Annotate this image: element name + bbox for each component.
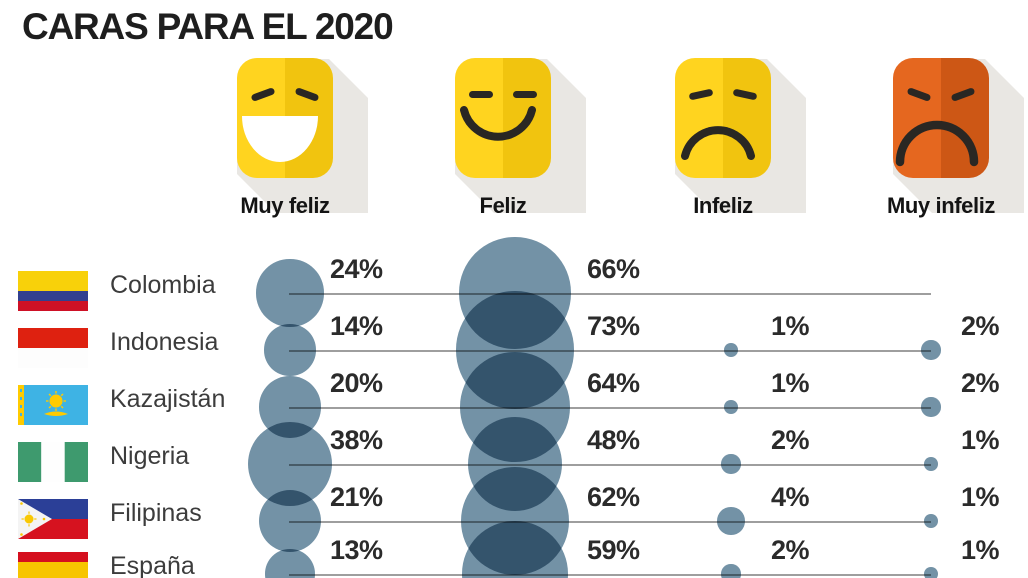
bubble-muy-feliz-colombia xyxy=(256,259,324,327)
flag-spain xyxy=(18,552,88,578)
bubble-infeliz-kazajistan xyxy=(724,400,738,414)
bubble-muy-infeliz-nigeria xyxy=(924,457,938,471)
value-infeliz-kazajistan: 1% xyxy=(770,368,810,398)
bubble-muy-infeliz-espana xyxy=(924,567,938,578)
row-line-nigeria xyxy=(289,464,931,466)
legend-label-feliz: Feliz xyxy=(479,193,527,218)
country-label-espana: España xyxy=(110,552,195,578)
value-muy-feliz-colombia: 24% xyxy=(330,254,383,284)
bubble-muy-feliz-espana xyxy=(265,549,315,578)
bubble-muy-infeliz-indonesia xyxy=(921,340,941,360)
legend-label-muy-infeliz: Muy infeliz xyxy=(886,193,996,218)
value-muy-infeliz-nigeria: 1% xyxy=(960,425,1000,455)
country-label-kazajistan: Kazajistán xyxy=(110,385,226,413)
value-muy-infeliz-espana: 1% xyxy=(960,535,1000,565)
bubble-infeliz-nigeria xyxy=(721,454,741,474)
bubble-muy-infeliz-filipinas xyxy=(924,514,938,528)
country-label-colombia: Colombia xyxy=(110,271,216,299)
value-infeliz-filipinas: 4% xyxy=(770,482,810,512)
value-feliz-colombia: 66% xyxy=(587,254,640,284)
bubble-infeliz-filipinas xyxy=(717,507,745,535)
legend-muy-feliz xyxy=(232,58,382,218)
flag-nigeria xyxy=(18,442,88,482)
flag-colombia xyxy=(18,271,88,311)
value-infeliz-espana: 2% xyxy=(770,535,810,565)
value-feliz-kazajistan: 64% xyxy=(587,368,640,398)
feliz-face-icon xyxy=(455,58,586,213)
value-feliz-indonesia: 73% xyxy=(587,311,640,341)
legend-label-muy-feliz: Muy feliz xyxy=(240,193,330,218)
row-line-kazajistan xyxy=(289,407,931,409)
value-muy-feliz-indonesia: 14% xyxy=(330,311,383,341)
row-line-indonesia xyxy=(289,350,931,352)
row-line-filipinas xyxy=(289,521,931,523)
bubble-muy-feliz-indonesia xyxy=(264,324,316,376)
bubble-infeliz-indonesia xyxy=(724,343,738,357)
bubble-muy-feliz-filipinas xyxy=(258,489,322,553)
country-label-filipinas: Filipinas xyxy=(110,499,202,527)
value-feliz-espana: 59% xyxy=(587,535,640,565)
legend-muy-infeliz xyxy=(888,58,1028,218)
flag-indonesia xyxy=(18,328,88,368)
bubble-infeliz-espana xyxy=(721,564,741,578)
bubble-muy-infeliz-kazajistan xyxy=(921,397,941,417)
flag-philippines xyxy=(18,499,88,539)
value-muy-infeliz-filipinas: 1% xyxy=(960,482,1000,512)
value-infeliz-nigeria: 2% xyxy=(770,425,810,455)
row-line-colombia xyxy=(289,293,931,295)
value-muy-feliz-filipinas: 21% xyxy=(330,482,383,512)
value-muy-feliz-nigeria: 38% xyxy=(330,425,383,455)
row-line-espana xyxy=(289,574,931,576)
country-label-nigeria: Nigeria xyxy=(110,442,190,470)
value-feliz-filipinas: 62% xyxy=(587,482,640,512)
muy-infeliz-face-icon xyxy=(893,58,1024,213)
value-muy-infeliz-kazajistan: 2% xyxy=(960,368,1000,398)
legend-label-infeliz: Infeliz xyxy=(693,193,753,218)
country-label-indonesia: Indonesia xyxy=(110,328,219,356)
muy-feliz-face-icon xyxy=(237,58,368,213)
flag-kazakhstan xyxy=(18,385,88,425)
page-title: CARAS PARA EL 2020 xyxy=(22,6,394,47)
infeliz-face-icon xyxy=(675,58,806,213)
legend-feliz xyxy=(450,58,600,218)
value-feliz-nigeria: 48% xyxy=(587,425,640,455)
value-muy-infeliz-indonesia: 2% xyxy=(960,311,1000,341)
value-muy-feliz-kazajistan: 20% xyxy=(330,368,383,398)
value-infeliz-indonesia: 1% xyxy=(770,311,810,341)
legend-infeliz xyxy=(670,58,820,218)
value-muy-feliz-espana: 13% xyxy=(330,535,383,565)
